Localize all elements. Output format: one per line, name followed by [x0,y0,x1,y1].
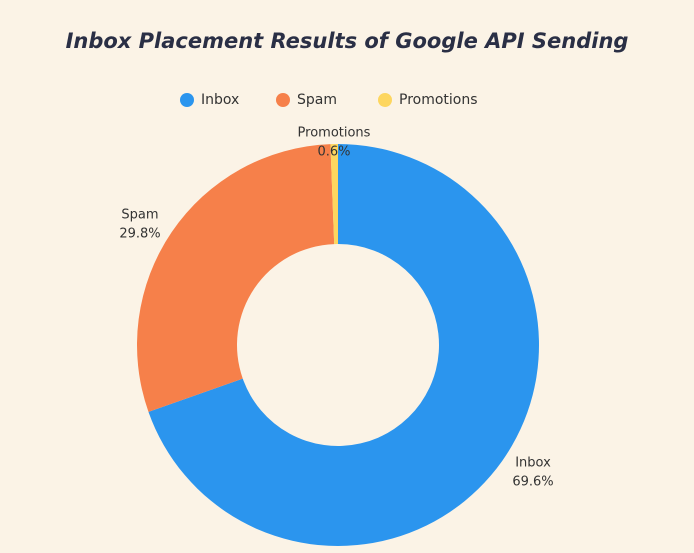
slice-category-label: Spam [121,208,158,223]
slice-category-label: Promotions [298,126,371,141]
slice-value-label: 0.6% [317,145,350,160]
donut-slice [330,144,338,245]
donut-slice [136,144,335,412]
legend-swatch [180,93,194,107]
legend-label: Inbox [201,92,239,108]
legend-swatch [378,93,392,107]
legend-label: Promotions [399,92,478,108]
slice-category-label: Inbox [515,456,551,471]
donut-slice [148,144,539,546]
legend-swatch [276,93,290,107]
chart-title: Inbox Placement Results of Google API Se… [66,29,629,53]
legend-label: Spam [297,92,337,108]
slice-value-label: 29.8% [119,227,160,242]
slice-value-label: 69.6% [512,475,553,490]
